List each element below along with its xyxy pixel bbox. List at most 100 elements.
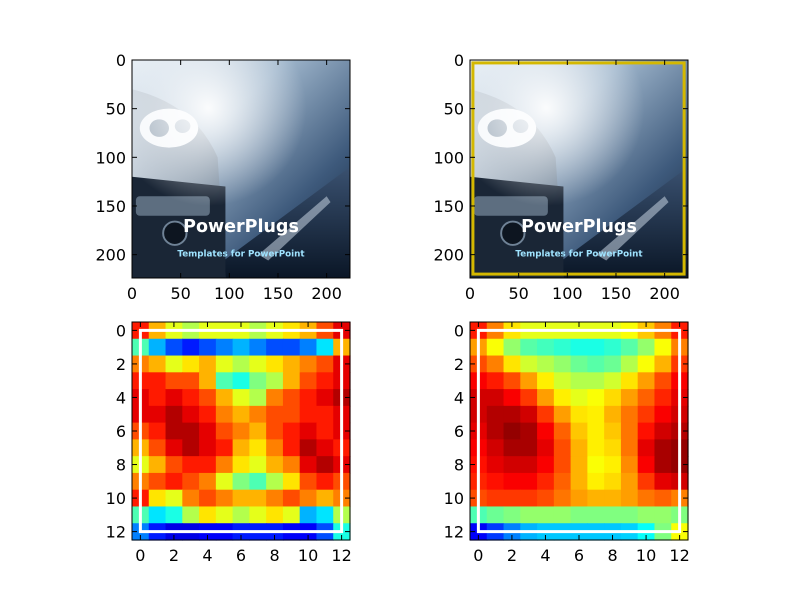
x-tick-label: 50 — [508, 284, 528, 303]
heatmap-cell — [503, 422, 521, 440]
heatmap-cell — [620, 456, 639, 474]
heatmap-cell — [587, 439, 605, 457]
heatmap-cell — [537, 372, 555, 390]
y-tick-label: 12 — [444, 523, 464, 542]
y-tick-label: 2 — [116, 355, 126, 374]
heatmap-cell — [165, 372, 183, 390]
heatmap-cell — [249, 422, 267, 440]
y-tick-label: 0 — [454, 321, 464, 340]
heatmap-cell — [537, 489, 555, 508]
heatmap-cell — [486, 422, 505, 440]
heatmap-cell — [604, 506, 622, 524]
heatmap-cell — [165, 405, 183, 424]
heatmap-cell — [486, 372, 505, 390]
heatmap-cell — [215, 372, 234, 390]
heatmap-cell — [249, 372, 267, 390]
heatmap-cell — [316, 456, 334, 474]
heatmap-cell — [232, 506, 250, 524]
heatmap-cell — [537, 472, 555, 491]
heatmap-cell — [570, 439, 588, 457]
x-tick-label: 100 — [214, 284, 245, 303]
heatmap-cell — [316, 422, 334, 440]
x-tick-label: 0 — [473, 546, 483, 565]
heatmap-cell — [182, 338, 200, 357]
y-tick-label: 100 — [433, 148, 464, 167]
heatmap-cell — [148, 355, 167, 373]
heatmap-cell — [199, 439, 217, 457]
heatmap-cell — [232, 456, 250, 474]
heatmap-cell — [637, 422, 656, 440]
heatmap-cell — [148, 389, 167, 407]
heatmap-cell — [503, 456, 521, 474]
x-tick-label: 10 — [636, 546, 656, 565]
heatmap-cell — [637, 472, 656, 491]
heatmap-cell — [148, 489, 167, 508]
heatmap-cell — [199, 456, 217, 474]
heatmap-cell — [299, 506, 318, 524]
heatmap-cell — [537, 456, 555, 474]
heatmap-cell — [215, 506, 234, 524]
heatmap-cell — [537, 338, 555, 357]
heatmap-cell — [316, 472, 334, 491]
heatmap-cell — [620, 405, 639, 424]
heatmap-cell — [587, 355, 605, 373]
heatmap-cell — [570, 372, 588, 390]
heatmap-cell — [165, 456, 183, 474]
heatmap-cell — [282, 405, 301, 424]
heatmap-cell — [587, 389, 605, 407]
x-tick-label: 12 — [669, 546, 689, 565]
heatmap-cell — [266, 506, 284, 524]
x-tick-label: 4 — [202, 546, 212, 565]
heatmap-cell — [199, 338, 217, 357]
heatmap-cell — [520, 439, 538, 457]
heatmap-cell — [266, 372, 284, 390]
heatmap-cell — [587, 405, 605, 424]
axes-frame — [131, 59, 351, 279]
heatmap-cell — [266, 472, 284, 491]
x-tick-label: 0 — [127, 284, 137, 303]
x-tick-label: 12 — [331, 546, 351, 565]
heatmap-cell — [282, 489, 301, 508]
heatmap-cell — [620, 355, 639, 373]
y-tick-label: 200 — [433, 246, 464, 265]
bounding-box — [476, 328, 682, 534]
x-tick-label: 150 — [263, 284, 294, 303]
heatmap-cell — [637, 456, 656, 474]
heatmap-cell — [553, 389, 572, 407]
heatmap-cell — [620, 372, 639, 390]
x-tick-label: 10 — [298, 546, 318, 565]
heatmap-cell — [654, 489, 672, 508]
heatmap-cell — [486, 355, 505, 373]
heatmap-cell — [537, 422, 555, 440]
x-tick-label: 50 — [170, 284, 190, 303]
y-tick-label: 4 — [454, 388, 464, 407]
heatmap-cell — [266, 405, 284, 424]
heatmap-cell — [148, 405, 167, 424]
heatmap-cell — [299, 422, 318, 440]
heatmap-cell — [604, 389, 622, 407]
heatmap-cells — [470, 322, 689, 541]
image-title: PowerPlugs — [521, 217, 637, 237]
heatmap-cell — [282, 506, 301, 524]
heatmap-cell — [199, 422, 217, 440]
heatmap-cell — [266, 489, 284, 508]
heatmap-cell — [182, 355, 200, 373]
panel-heatmap-raw: 0 2 4 6 8 10 12 0 2 4 6 8 10 12 — [106, 321, 352, 565]
heatmap-cell — [182, 372, 200, 390]
heatmap-cell — [553, 355, 572, 373]
heatmap-cell — [503, 439, 521, 457]
heatmap-cell — [316, 439, 334, 457]
heatmap-cell — [654, 439, 672, 457]
heatmap-cell — [587, 372, 605, 390]
heatmap-cell — [232, 389, 250, 407]
y-tick-label: 50 — [444, 100, 464, 119]
heatmap-cell — [486, 389, 505, 407]
heatmap-cell — [182, 489, 200, 508]
heatmap-cell — [654, 472, 672, 491]
heatmap-cell — [587, 506, 605, 524]
heatmap-cell — [654, 422, 672, 440]
heatmap-cell — [182, 405, 200, 424]
heatmap-cell — [316, 389, 334, 407]
heatmap-cell — [620, 489, 639, 508]
y-tick-label: 100 — [95, 148, 126, 167]
